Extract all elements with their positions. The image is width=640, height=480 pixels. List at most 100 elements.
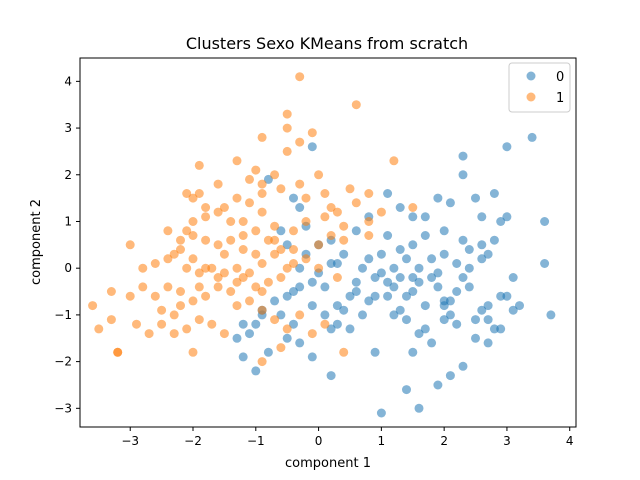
data-point-series-1 <box>364 217 374 226</box>
data-point-series-0 <box>345 324 355 334</box>
data-point-series-0 <box>389 310 399 320</box>
data-point-series-0 <box>276 310 286 320</box>
data-point-series-1 <box>307 128 317 138</box>
x-tick-label: 0 <box>315 434 323 448</box>
data-point-series-0 <box>502 142 512 152</box>
data-point-series-0 <box>383 231 393 240</box>
data-point-series-0 <box>408 347 418 357</box>
data-point-series-1 <box>320 212 330 222</box>
chart-title: Clusters Sexo KMeans from scratch <box>186 34 468 53</box>
data-point-series-1 <box>276 245 286 254</box>
data-point-series-1 <box>320 189 330 198</box>
data-point-series-1 <box>257 179 267 189</box>
data-point-series-1 <box>314 263 324 273</box>
data-point-series-0 <box>471 333 480 343</box>
data-point-series-0 <box>496 217 506 226</box>
data-point-series-0 <box>358 263 367 273</box>
data-point-series-0 <box>238 319 248 329</box>
data-point-series-0 <box>439 315 449 325</box>
data-point-series-0 <box>383 291 393 301</box>
data-point-series-0 <box>433 268 443 278</box>
data-point-series-1 <box>232 193 242 203</box>
data-point-series-0 <box>370 347 380 357</box>
data-point-series-0 <box>483 301 493 311</box>
data-point-series-1 <box>238 231 248 240</box>
data-point-series-1 <box>263 235 273 245</box>
data-point-series-0 <box>496 324 506 334</box>
data-point-series-0 <box>289 319 298 329</box>
data-point-series-1 <box>188 347 198 357</box>
data-point-series-0 <box>414 329 424 339</box>
data-point-series-1 <box>113 347 123 357</box>
data-point-series-1 <box>238 217 248 226</box>
data-point-series-1 <box>201 291 211 301</box>
data-point-series-1 <box>307 329 317 339</box>
data-point-series-0 <box>445 198 455 208</box>
data-point-series-1 <box>201 212 211 222</box>
data-point-series-1 <box>345 184 355 194</box>
data-point-series-1 <box>194 315 204 325</box>
data-point-series-0 <box>540 217 550 226</box>
data-point-series-0 <box>477 305 487 315</box>
data-point-series-0 <box>445 371 455 381</box>
data-point-series-0 <box>307 142 317 152</box>
data-point-series-1 <box>213 240 223 250</box>
data-point-series-1 <box>163 254 173 264</box>
data-point-series-1 <box>176 245 185 254</box>
data-point-series-1 <box>182 226 192 236</box>
data-point-series-0 <box>515 301 524 311</box>
data-point-series-0 <box>383 189 393 198</box>
data-point-series-1 <box>163 226 173 236</box>
data-point-series-0 <box>263 174 273 184</box>
legend-marker-1 <box>526 92 536 102</box>
data-point-series-1 <box>332 207 342 217</box>
x-tick-label: 4 <box>566 434 574 448</box>
data-point-series-0 <box>464 263 474 273</box>
data-point-series-0 <box>358 310 367 320</box>
data-point-series-1 <box>270 221 280 231</box>
data-point-series-1 <box>339 221 349 231</box>
data-point-series-0 <box>326 371 336 381</box>
legend-label-0: 0 <box>556 70 564 85</box>
data-point-series-1 <box>339 347 349 357</box>
data-point-series-1 <box>226 217 236 226</box>
data-point-series-1 <box>157 319 167 329</box>
data-point-series-1 <box>332 273 342 282</box>
data-point-series-0 <box>477 254 487 264</box>
y-tick-label: 4 <box>64 74 72 88</box>
x-tick-label: −3 <box>121 434 139 448</box>
data-point-series-1 <box>106 315 116 325</box>
data-point-series-1 <box>251 249 261 259</box>
data-point-series-1 <box>282 324 292 334</box>
data-point-series-0 <box>295 203 305 212</box>
data-point-series-0 <box>427 338 437 348</box>
data-point-series-0 <box>445 296 455 306</box>
data-point-series-0 <box>439 296 449 306</box>
data-point-series-1 <box>150 291 160 301</box>
data-point-series-0 <box>376 408 386 418</box>
data-point-series-0 <box>527 132 537 142</box>
data-point-series-1 <box>157 305 167 315</box>
data-point-series-0 <box>427 273 437 282</box>
data-point-series-1 <box>194 282 204 292</box>
data-point-series-0 <box>420 324 430 334</box>
data-point-series-1 <box>301 217 311 226</box>
data-point-series-0 <box>402 315 411 325</box>
data-point-series-1 <box>182 324 192 334</box>
data-point-series-0 <box>546 310 556 320</box>
data-point-series-0 <box>439 226 449 236</box>
data-point-series-1 <box>295 310 305 320</box>
data-point-series-0 <box>433 282 443 292</box>
data-point-series-1 <box>176 235 185 245</box>
data-point-series-1 <box>276 184 286 194</box>
y-axis-label: component 2 <box>29 199 44 285</box>
data-point-series-1 <box>213 282 223 292</box>
data-point-series-1 <box>257 207 267 217</box>
data-point-series-0 <box>471 315 480 325</box>
data-point-series-1 <box>106 287 116 296</box>
data-point-series-0 <box>439 249 449 259</box>
x-tick-label: −1 <box>247 434 265 448</box>
y-tick-label: −2 <box>54 355 72 369</box>
data-point-series-1 <box>201 263 211 273</box>
data-point-series-0 <box>433 380 443 390</box>
